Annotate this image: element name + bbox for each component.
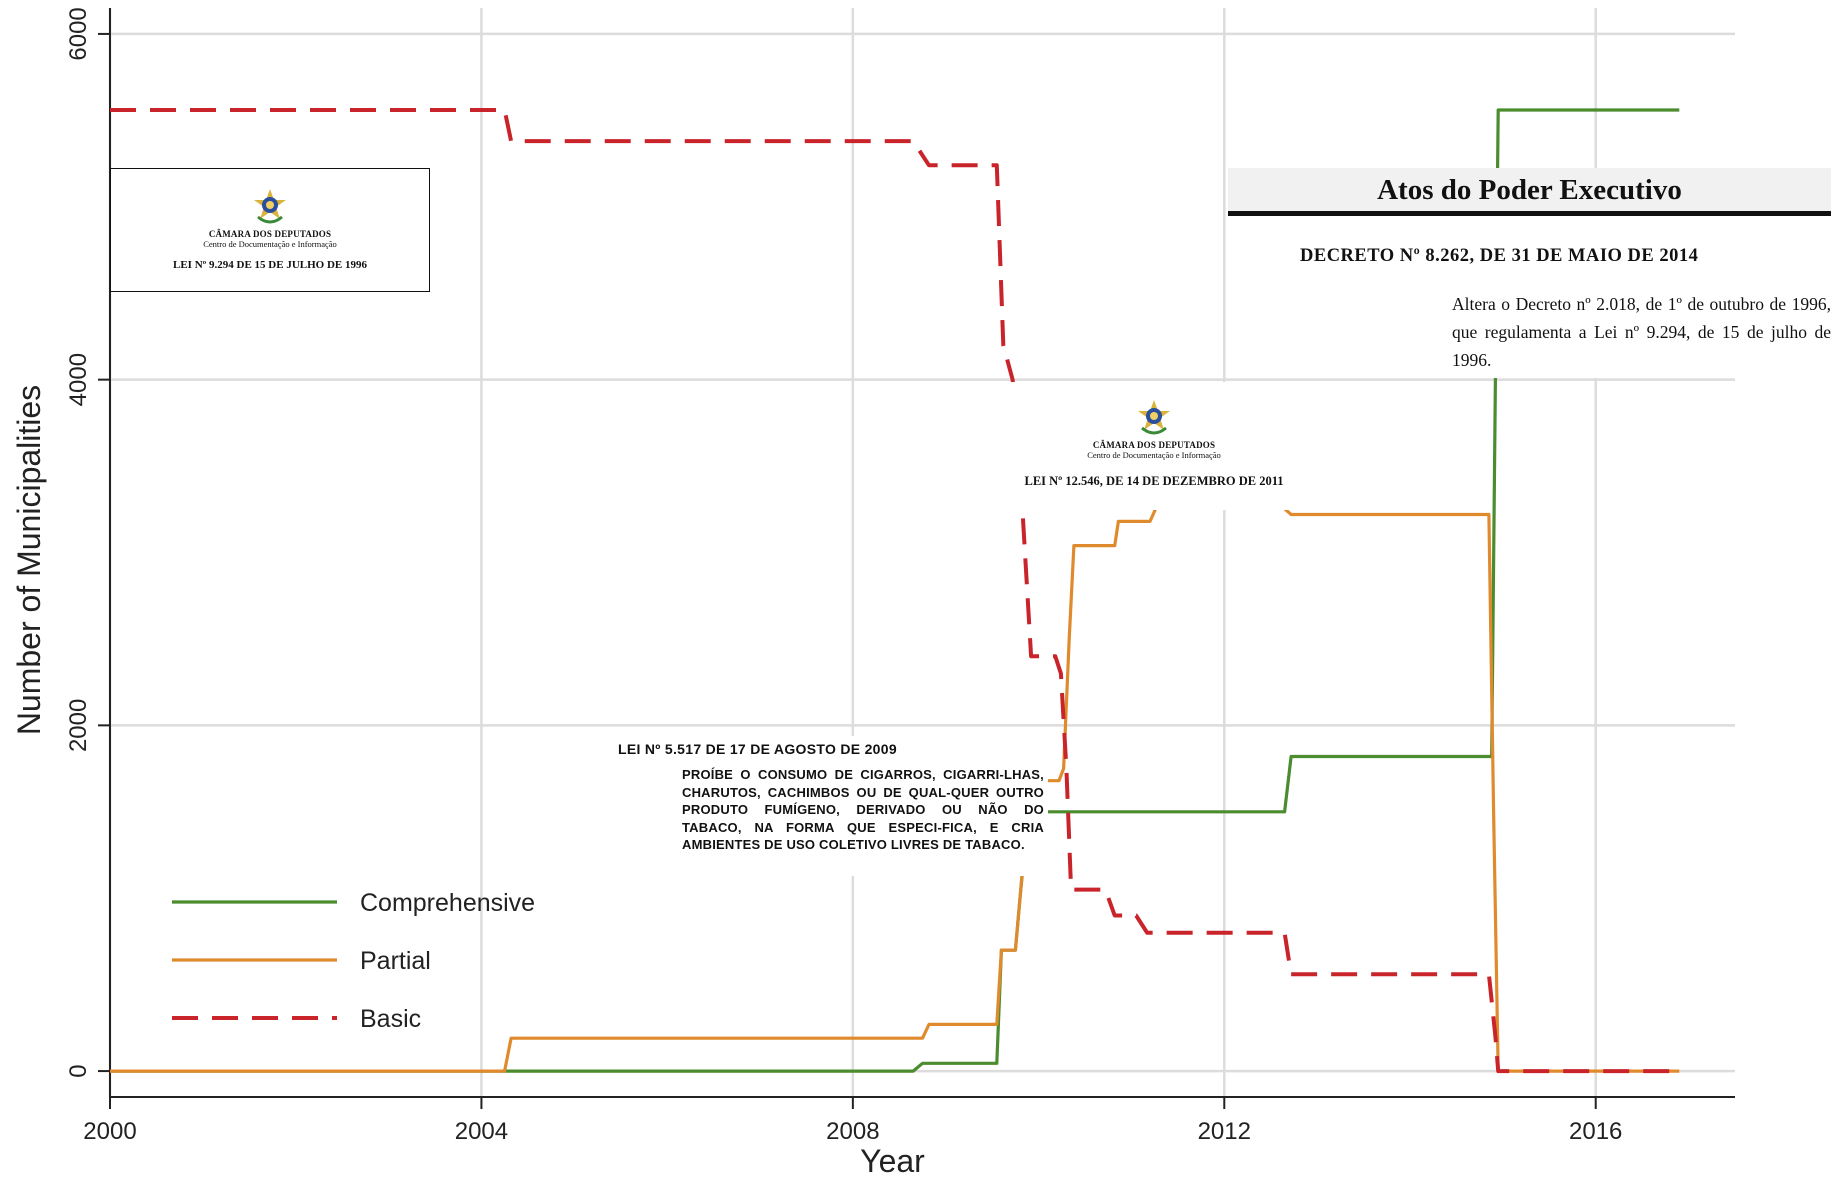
x-tick-label: 2000 <box>83 1118 136 1145</box>
lei-12546-title: LEI Nº 12.546, DE 14 DE DEZEMBRO DE 2011 <box>1024 474 1284 488</box>
lei-9294-title: LEI Nº 9.294 DE 15 DE JULHO DE 1996 <box>172 259 367 271</box>
camara-centro: Centro de Documentação e Informação <box>203 239 337 249</box>
camara-name: CÂMARA DOS DEPUTADOS <box>1092 440 1216 450</box>
x-tick-label: 2012 <box>1198 1118 1251 1145</box>
decreto-header: Atos do Poder Executivo <box>1228 168 1831 216</box>
ticks: 2000 2004 2008 2012 2016 0 2000 4000 6000 <box>65 7 1622 1145</box>
annotation-lei-9294: CÂMARA DOS DEPUTADOS Centro de Documenta… <box>110 168 430 292</box>
x-tick-label: 2008 <box>826 1118 879 1145</box>
brazil-coat-of-arms-icon <box>1138 400 1170 435</box>
x-tick-label: 2016 <box>1569 1118 1622 1145</box>
annotation-decreto-8262: Atos do Poder Executivo DECRETO Nº 8.262… <box>1228 168 1831 378</box>
annotation-lei-12546: CÂMARA DOS DEPUTADOS Centro de Documenta… <box>970 382 1338 510</box>
annotation-lei-5517: LEI Nº 5.517 DE 17 DE AGOSTO DE 2009 PRO… <box>612 736 1048 876</box>
legend: Comprehensive Partial Basic <box>172 889 535 1033</box>
legend-label-partial: Partial <box>360 947 431 975</box>
y-tick-label: 4000 <box>65 353 92 406</box>
decreto-8262-title: DECRETO Nº 8.262, DE 31 DE MAIO DE 2014 <box>1300 246 1699 266</box>
brazil-coat-of-arms-icon <box>254 189 286 224</box>
y-tick-label: 6000 <box>65 7 92 60</box>
decreto-8262-ementa: Altera o Decreto nº 2.018, de 1º de outu… <box>1452 294 1831 370</box>
x-tick-label: 2004 <box>455 1118 508 1145</box>
y-axis-label: Number of Municipalities <box>11 385 47 735</box>
camara-centro: Centro de Documentação e Informação <box>1087 450 1221 460</box>
legend-label-comprehensive: Comprehensive <box>360 889 535 917</box>
y-tick-label: 0 <box>65 1064 92 1077</box>
series-line-partial <box>110 499 1680 1073</box>
series-line-basic <box>110 108 1680 1074</box>
legend-label-basic: Basic <box>360 1005 421 1033</box>
x-axis-label: Year <box>860 1143 925 1178</box>
y-tick-label: 2000 <box>65 699 92 752</box>
camara-name: CÂMARA DOS DEPUTADOS <box>208 229 332 239</box>
lei-5517-body: PROÍBE O CONSUMO DE CIGARROS, CIGARRI-LH… <box>682 767 1044 853</box>
lei-5517-title: LEI Nº 5.517 DE 17 DE AGOSTO DE 2009 <box>618 741 897 757</box>
